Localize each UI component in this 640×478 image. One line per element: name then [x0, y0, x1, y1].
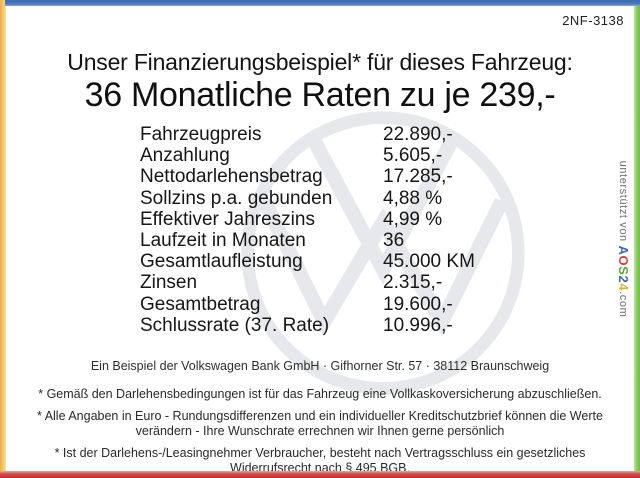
table-row: Anzahlung 5.605,- — [140, 145, 510, 166]
row-value: 22.890,- — [383, 124, 453, 145]
table-row: Fahrzeugpreis 22.890,- — [140, 124, 510, 145]
row-label: Sollzins p.a. gebunden — [140, 187, 333, 209]
row-label: Anzahlung — [140, 145, 230, 167]
row-value: 4,99 % — [383, 208, 443, 230]
row-value: 19.600,- — [383, 293, 453, 315]
supported-by-label: unterstützt von — [617, 160, 629, 246]
aos24-logo-letter: O — [616, 255, 631, 267]
footnote: * Gemäß den Darlehensbedingungen ist für… — [38, 387, 602, 401]
row-value: 2.315,- — [383, 272, 443, 294]
table-row: Schlussrate (37. Rate) 10.996,- — [140, 315, 510, 336]
vw-logo-icon — [238, 108, 528, 398]
footnote: * Alle Angaben in Euro - Rundungsdiffere… — [37, 408, 603, 439]
frame-top-stripe — [5, 0, 640, 6]
row-label: Effektiver Jahreszins — [140, 208, 315, 230]
frame-right-stripe — [634, 5, 640, 473]
supported-by-credit: unterstützt von AOS24.com — [616, 161, 631, 318]
page-title: Unser Finanzierungsbeispiel* für dieses … — [67, 49, 573, 75]
row-label: Fahrzeugpreis — [140, 124, 262, 145]
table-row: Gesamtbetrag 19.600,- — [140, 294, 510, 315]
aos24-domain-suffix: .com — [617, 291, 629, 318]
table-row: Gesamtlaufleistung 45.000 KM — [140, 251, 510, 272]
finance-table: Fahrzeugpreis 22.890,- Anzahlung 5.605,-… — [140, 124, 510, 336]
bank-address-line: Ein Beispiel der Volkswagen Bank GmbH · … — [90, 359, 550, 373]
row-value: 45.000 KM — [383, 251, 475, 273]
table-row: Effektiver Jahreszins 4,99 % — [140, 209, 510, 230]
frame-left-stripe — [0, 0, 6, 478]
row-value: 17.285,- — [383, 166, 453, 188]
row-value: 5.605,- — [383, 145, 443, 167]
aos24-logo-letter: S — [616, 266, 631, 276]
table-row: Laufzeit in Monaten 36 — [140, 230, 510, 251]
frame-bottom-stripe — [0, 471, 640, 478]
row-value: 10.996,- — [383, 314, 453, 336]
table-row: Nettodarlehensbetrag 17.285,- — [140, 166, 510, 187]
row-label: Nettodarlehensbetrag — [140, 166, 323, 188]
table-row: Sollzins p.a. gebunden 4,88 % — [140, 188, 510, 209]
row-label: Laufzeit in Monaten — [140, 229, 306, 251]
monthly-rate-headline: 36 Monatliche Raten zu je 239,- — [84, 76, 556, 114]
aos24-logo-letter: 4 — [616, 283, 631, 292]
reference-code: 2NF-3138 — [562, 13, 624, 28]
footer: Ein Beispiel der Volkswagen Bank GmbH · … — [20, 359, 620, 478]
row-label: Zinsen — [140, 272, 198, 294]
row-label: Gesamtbetrag — [140, 293, 261, 315]
row-label: Gesamtlaufleistung — [140, 251, 303, 273]
row-value: 4,88 % — [383, 187, 443, 209]
aos24-logo-letter: 2 — [616, 275, 631, 284]
aos24-logo-letter: A — [616, 245, 631, 256]
table-row: Zinsen 2.315,- — [140, 272, 510, 293]
row-label: Schlussrate (37. Rate) — [140, 314, 330, 336]
row-value: 36 — [383, 229, 405, 251]
